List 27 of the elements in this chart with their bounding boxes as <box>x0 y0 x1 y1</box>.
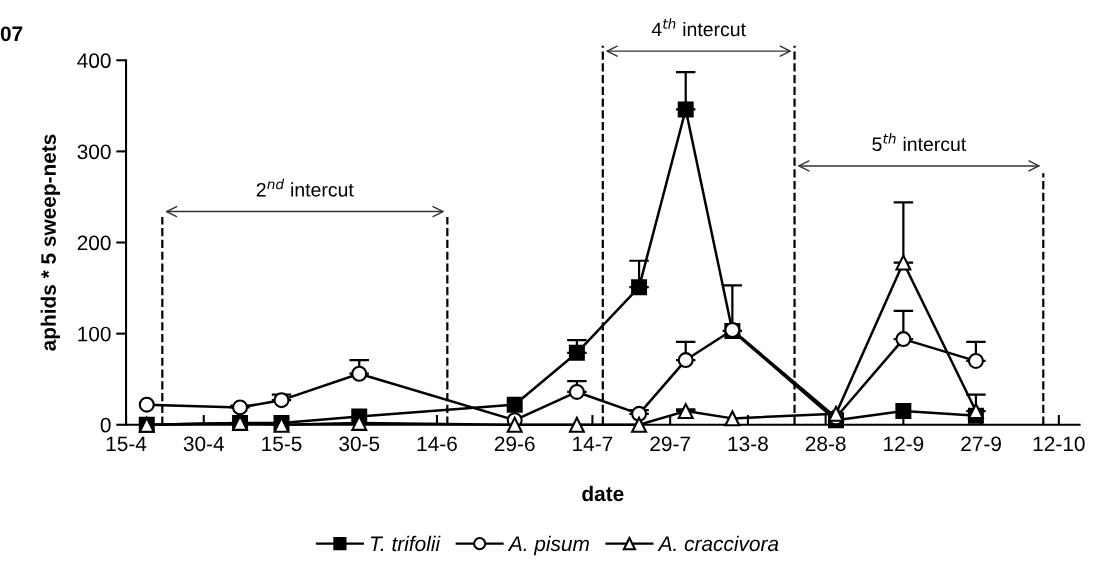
annotation: 2$^{nd}$ intercut <box>256 178 354 197</box>
legend-label: A. pisum <box>507 535 589 556</box>
text: 07 <box>0 26 23 42</box>
text: 4$^{th}$ intercut <box>651 18 746 37</box>
x-tick-label: 29-7 <box>650 436 690 452</box>
y-axis-title: aphids * 5 sweep-nets <box>40 134 61 351</box>
x-tick-label: 29-6 <box>494 436 535 452</box>
annotation: 5$^{th}$ intercut <box>872 133 967 152</box>
x-tick-label: 30-5 <box>339 436 380 452</box>
x-axis-title: date <box>582 485 624 502</box>
y-tick-label: 100 <box>78 326 111 342</box>
x-tick-label: 15-5 <box>262 436 302 452</box>
x-tick-label: 14-7 <box>573 436 613 451</box>
y-tick-label: 400 <box>77 53 111 69</box>
x-tick-label: 30-4 <box>183 436 225 452</box>
x-tick-label: 12-10 <box>1033 436 1085 452</box>
y-tick-label: 0 <box>100 417 111 433</box>
x-tick-label: 28-8 <box>805 436 846 452</box>
x-tick-label: 27-9 <box>961 436 1001 452</box>
y-tick-label: 300 <box>77 144 111 160</box>
x-tick-label: 15-4 <box>106 436 147 452</box>
x-tick-label: 12-9 <box>884 436 924 452</box>
y-tick-label: 200 <box>77 235 111 251</box>
x-tick-label: 14-6 <box>417 436 457 452</box>
x-tick-label: 13-8 <box>728 436 768 452</box>
legend-label: A. craccivora <box>657 535 779 552</box>
legend-label: T. trifolii <box>370 535 441 552</box>
